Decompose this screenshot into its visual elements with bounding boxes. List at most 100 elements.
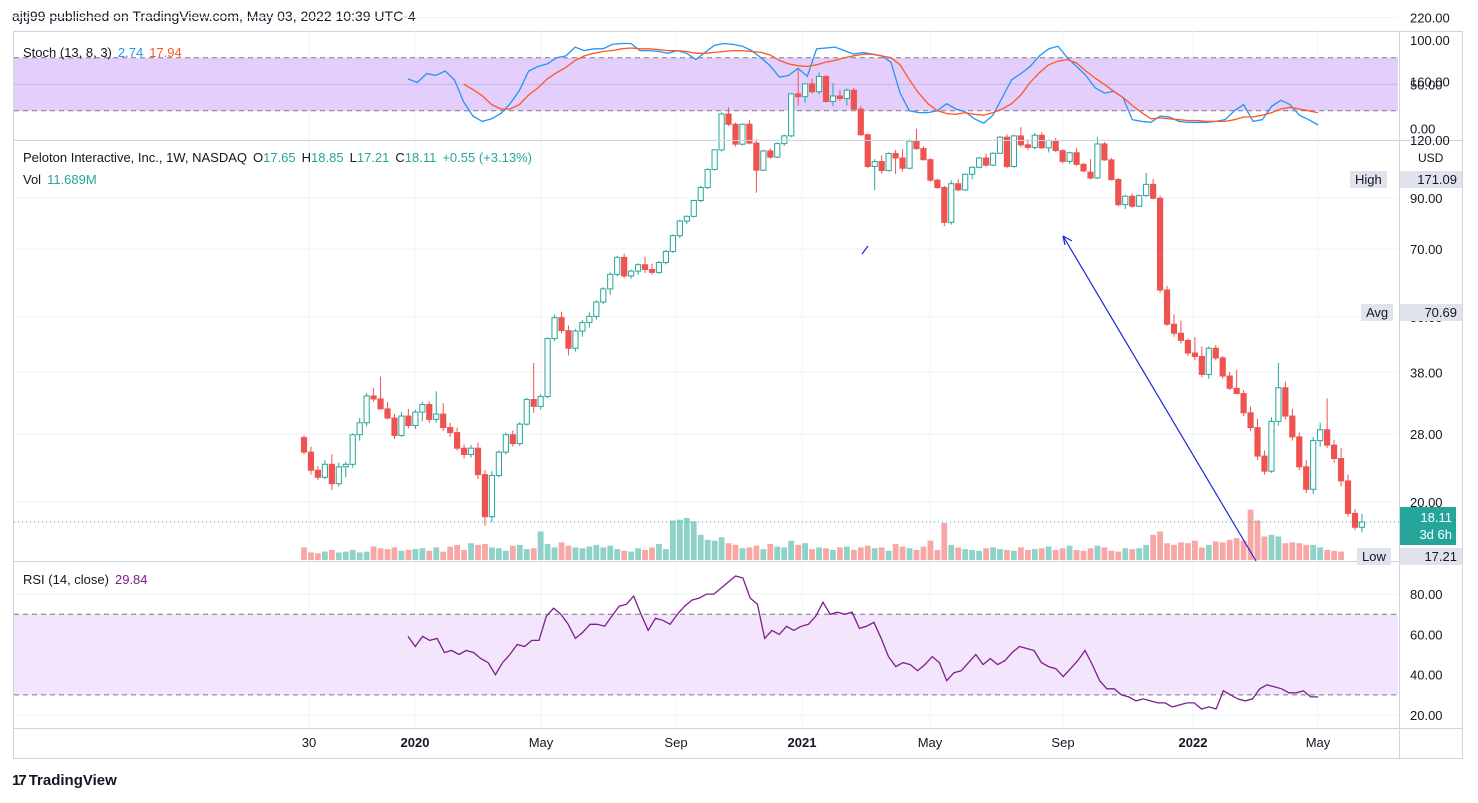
volume-bar bbox=[1317, 547, 1324, 560]
candle-up bbox=[802, 83, 809, 98]
candle-down bbox=[864, 134, 871, 167]
candle-down bbox=[767, 150, 774, 158]
candle-down bbox=[878, 161, 885, 172]
candle-down bbox=[822, 76, 830, 103]
candle-up bbox=[502, 434, 509, 453]
main-legend[interactable]: Peloton Interactive, Inc., 1W, NASDAQ O17… bbox=[23, 150, 538, 165]
close-value: 18.11 bbox=[404, 150, 437, 165]
candle-up bbox=[711, 149, 718, 170]
volume-bar bbox=[565, 545, 572, 560]
volume-bar bbox=[1240, 540, 1247, 560]
volume-bar bbox=[440, 551, 447, 560]
volume-bar bbox=[1129, 549, 1136, 560]
volume-bar bbox=[642, 549, 648, 560]
volume-bar bbox=[683, 518, 690, 560]
candle-down bbox=[454, 432, 461, 449]
volume-bar bbox=[363, 551, 370, 560]
volume-bar bbox=[377, 548, 384, 560]
candle-down bbox=[753, 142, 760, 171]
candle-down bbox=[850, 89, 857, 110]
candle-up bbox=[1094, 143, 1101, 179]
volume-bar bbox=[969, 549, 976, 560]
candle-down bbox=[1254, 427, 1261, 457]
volume-bar bbox=[454, 544, 461, 560]
stoch-axis-tick: 100.00 bbox=[1410, 33, 1450, 48]
candle-up bbox=[704, 168, 711, 189]
volume-bar bbox=[1108, 550, 1115, 560]
volume-bar bbox=[426, 550, 433, 560]
candle-up bbox=[1275, 387, 1282, 422]
candle-down bbox=[328, 463, 335, 485]
candle-down bbox=[1129, 195, 1136, 207]
volume-bar bbox=[676, 519, 683, 560]
candle-down bbox=[474, 447, 482, 476]
volume-bar bbox=[433, 547, 440, 560]
stoch-legend[interactable]: Stoch (13, 8, 3) 2.74 17.94 bbox=[23, 45, 188, 60]
candle-down bbox=[460, 447, 468, 455]
volume-bar bbox=[1185, 543, 1191, 560]
volume-bar bbox=[1324, 549, 1331, 560]
volume-layer bbox=[301, 509, 1344, 560]
volume-bar bbox=[321, 551, 328, 560]
volume-bar bbox=[1268, 534, 1275, 560]
rsi-legend[interactable]: RSI (14, close) 29.84 bbox=[23, 572, 154, 587]
volume-bar bbox=[1052, 549, 1059, 560]
candle-up bbox=[349, 434, 356, 465]
candle-down bbox=[1073, 152, 1080, 165]
candle-down bbox=[314, 469, 322, 478]
candle-up bbox=[989, 152, 997, 166]
candle-up bbox=[976, 157, 983, 168]
volume-bar bbox=[739, 548, 746, 560]
volume-bar bbox=[356, 552, 363, 560]
price-axis-tick: 70.00 bbox=[1410, 242, 1443, 257]
stoch-axis-tick: 50.00 bbox=[1410, 77, 1443, 92]
low-label: L bbox=[349, 150, 357, 165]
candle-down bbox=[447, 427, 454, 434]
candle-down bbox=[1115, 179, 1122, 206]
price-axis-tick: 20.00 bbox=[1410, 495, 1443, 510]
candle-down bbox=[1324, 429, 1331, 446]
candle-down bbox=[1003, 136, 1011, 167]
volume-bar bbox=[1004, 549, 1010, 560]
candle-up bbox=[1310, 440, 1317, 490]
open-label: O bbox=[252, 150, 264, 165]
candle-down bbox=[426, 404, 433, 420]
candle-up bbox=[676, 220, 683, 237]
candle-up bbox=[962, 173, 969, 191]
rsi-label: RSI (14, close) bbox=[23, 572, 109, 587]
volume-bar bbox=[1164, 543, 1170, 560]
candle-down bbox=[1330, 444, 1338, 460]
stoch-d-value: 17.94 bbox=[149, 45, 182, 60]
candle-up bbox=[1358, 521, 1366, 528]
candle-up bbox=[488, 475, 496, 518]
volume-bar bbox=[711, 540, 718, 560]
volume-bar bbox=[384, 549, 391, 560]
volume-bar bbox=[774, 546, 781, 560]
low-marker-value: 17.21 bbox=[1400, 548, 1462, 565]
volume-bar bbox=[1066, 545, 1073, 560]
volume-bar bbox=[614, 549, 621, 560]
volume-bar bbox=[391, 547, 398, 560]
candle-down bbox=[509, 434, 516, 445]
time-axis-label: 2021 bbox=[788, 735, 817, 750]
volume-bar bbox=[1247, 509, 1254, 560]
symbol-label: Peloton Interactive, Inc., 1W, NASDAQ bbox=[23, 150, 247, 165]
volume-legend[interactable]: Vol 11.689M bbox=[23, 172, 103, 187]
candle-up bbox=[544, 338, 551, 398]
high-ohlc-value: 18.85 bbox=[311, 150, 344, 165]
volume-bar bbox=[843, 546, 850, 560]
volume-bar bbox=[1080, 550, 1087, 560]
candle-up bbox=[593, 301, 600, 317]
time-axis-label: May bbox=[918, 735, 943, 750]
volume-bar bbox=[342, 551, 349, 560]
volume-bar bbox=[704, 539, 711, 560]
volume-bar bbox=[976, 550, 983, 560]
volume-bar bbox=[1310, 544, 1317, 560]
avg-marker-value: 70.69 bbox=[1400, 304, 1462, 321]
price-axis-tick: 90.00 bbox=[1410, 191, 1443, 206]
tradingview-logo[interactable]: 17 TradingView bbox=[12, 772, 117, 789]
candle-up bbox=[760, 150, 767, 171]
candle-up bbox=[815, 76, 823, 93]
candle-down bbox=[732, 123, 739, 145]
